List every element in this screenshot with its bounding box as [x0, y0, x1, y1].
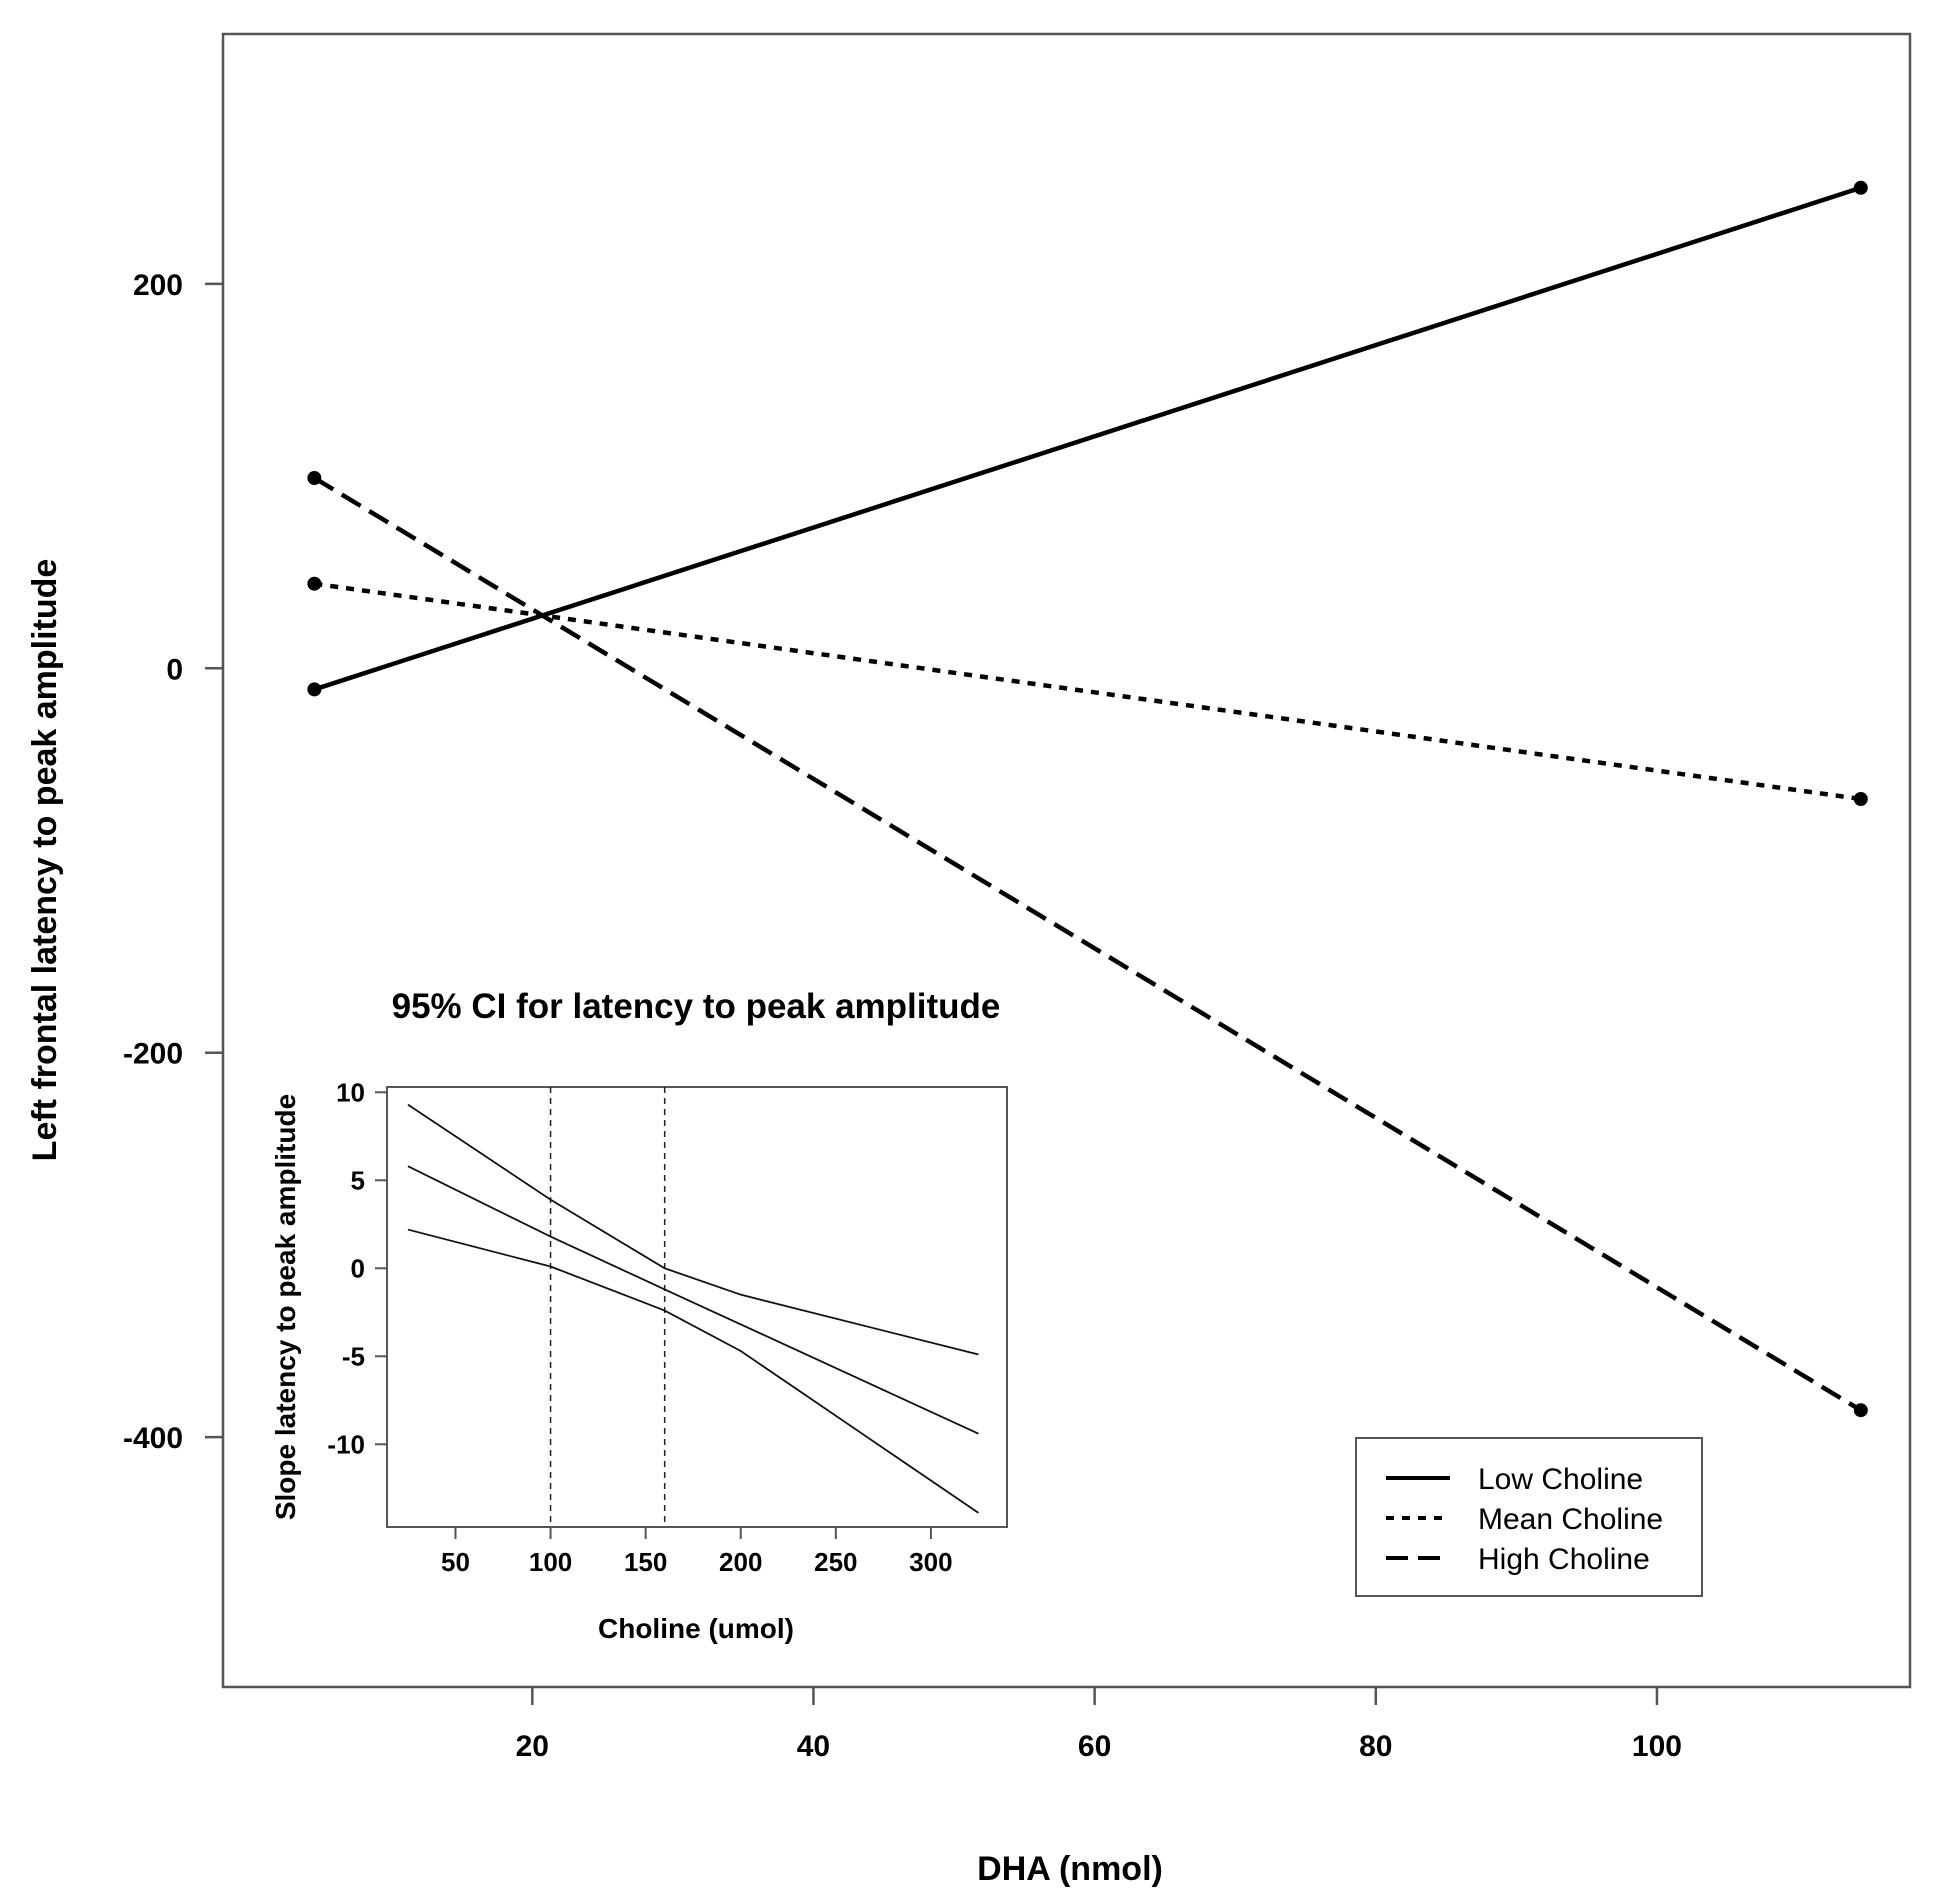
main-y-axis: 200 0 -200 -400 — [123, 269, 223, 1455]
main-x-tick-label: 60 — [1078, 1730, 1111, 1763]
inset-title: 95% CI for latency to peak amplitude — [392, 987, 1001, 1026]
inset-series-upper — [407, 1103, 979, 1356]
inset-y-tick-label: -5 — [342, 1341, 365, 1371]
main-y-axis-label: Left frontal latency to peak amplitude — [26, 559, 64, 1162]
inset-series-lower — [407, 1228, 979, 1514]
series-point-mean-choline — [307, 576, 322, 591]
inset-series — [407, 1103, 979, 1514]
series-point-low-choline — [307, 682, 322, 697]
inset-x-tick-label: 150 — [624, 1547, 667, 1577]
main-y-tick-label: 0 — [166, 653, 183, 686]
main-x-tick-label: 40 — [797, 1730, 830, 1763]
series-point-mean-choline — [1853, 791, 1868, 806]
main-x-axis-label: DHA (nmol) — [977, 1850, 1163, 1888]
series-line-low-choline — [313, 185, 1862, 692]
inset-y-tick-label: 0 — [351, 1253, 365, 1283]
legend-box — [1355, 1437, 1703, 1597]
main-y-tick-label: -400 — [123, 1422, 183, 1455]
inset-y-tick-label: 5 — [351, 1165, 365, 1195]
inset-x-tick-label: 250 — [814, 1547, 857, 1577]
inset-y-axis-label: Slope latency to peak amplitude — [270, 1094, 301, 1520]
legend-label-low-choline: Low Choline — [1478, 1463, 1643, 1496]
main-x-tick-label: 100 — [1632, 1730, 1682, 1763]
inset-y-tick-label: -10 — [327, 1429, 365, 1459]
inset-x-tick-label: 100 — [529, 1547, 572, 1577]
series-line-mean-choline — [314, 581, 1862, 802]
inset-x-tick-label: 200 — [719, 1547, 762, 1577]
main-x-axis: 20 40 60 80 100 — [516, 1687, 1682, 1763]
series-point-high-choline — [307, 471, 322, 486]
inset-series-estimate — [407, 1165, 979, 1435]
main-x-tick-label: 80 — [1359, 1730, 1392, 1763]
inset-x-tick-label: 50 — [441, 1547, 470, 1577]
inset-chart: 95% CI for latency to peak amplitude 50 1… — [270, 987, 1008, 1644]
main-plot-frame — [221, 32, 1912, 1689]
legend-label-high-choline: High Choline — [1478, 1543, 1650, 1576]
series-point-low-choline — [1853, 180, 1868, 195]
main-y-tick-label: -200 — [123, 1038, 183, 1071]
inset-reference-lines — [549, 1087, 666, 1527]
legend-label-mean-choline: Mean Choline — [1478, 1503, 1663, 1536]
main-y-tick-label: 200 — [133, 269, 183, 302]
inset-x-axis-label: Choline (umol) — [598, 1613, 794, 1644]
series-line-high-choline — [313, 476, 1862, 1413]
inset-x-tick-label: 300 — [909, 1547, 952, 1577]
inset-y-axis: 10 5 0 -5 -10 — [327, 1077, 387, 1459]
inset-y-tick-label: 10 — [336, 1077, 365, 1107]
inset-x-axis: 50 100 150 200 250 300 — [441, 1527, 953, 1577]
series-point-high-choline — [1853, 1403, 1868, 1418]
legend: Low Choline Mean Choline High Choline — [1355, 1437, 1703, 1597]
main-series — [307, 180, 1868, 1418]
main-x-tick-label: 20 — [516, 1730, 549, 1763]
